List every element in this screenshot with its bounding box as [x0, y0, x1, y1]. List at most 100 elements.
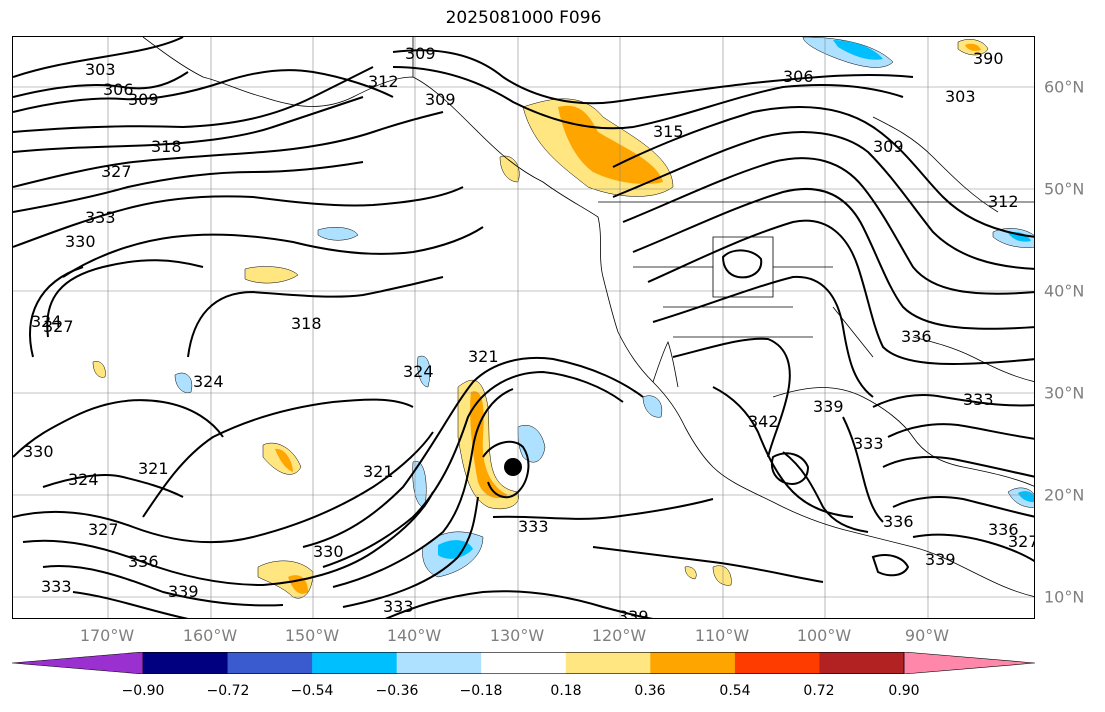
contour-label: 333 [963, 390, 994, 409]
yellow-anomaly-hawaii [92, 361, 106, 378]
colorbar-tick-label: −0.54 [290, 683, 334, 699]
contour-label: 321 [138, 459, 169, 478]
lon-tick-label: 150°W [284, 626, 340, 645]
colorbar-segment [481, 652, 567, 674]
contour-label: 324 [193, 372, 224, 391]
contour-label: 390 [973, 49, 1004, 68]
colorbar-segment [565, 652, 651, 674]
contour-label: 318 [151, 137, 182, 156]
contour-label: 327 [88, 520, 119, 539]
map-panel[interactable]: 309 303 306 309 312 309 306 303 390 315 … [12, 36, 1035, 619]
colorbar-extend-min [12, 652, 144, 674]
colorbar-segments [12, 652, 1035, 674]
colorbar-tick-label: −0.72 [206, 683, 250, 699]
contour-label: 336 [883, 512, 914, 531]
contour-label: 330 [23, 442, 54, 461]
blue-anomaly-baja [642, 395, 663, 418]
contour-label: 330 [313, 542, 344, 561]
lon-tick-label: 130°W [489, 626, 545, 645]
colorbar-tick-label: 0.18 [550, 683, 582, 699]
yellow-anomaly-west [244, 266, 299, 284]
blue-anomaly-pacific [317, 227, 359, 241]
colorbar-segment [650, 652, 736, 674]
contour-label: 333 [383, 597, 414, 616]
colorbar-segment [819, 652, 905, 674]
colorbar-tick-label: 0.72 [803, 683, 835, 699]
blue-anomaly-south-core [438, 540, 473, 559]
colorbar-segment [312, 652, 398, 674]
lon-tick-label: 90°W [904, 626, 950, 645]
colorbar-extend-max [903, 652, 1035, 674]
colorbar-segment [143, 652, 229, 674]
map-svg: 309 303 306 309 312 309 306 303 390 315 … [13, 37, 1035, 619]
blue-anomaly-west [174, 372, 193, 393]
contour-label: 309 [128, 90, 159, 109]
contour-label: 327 [43, 317, 74, 336]
contour-label: 330 [65, 232, 96, 251]
contour-label: 306 [783, 67, 814, 86]
storm-center-marker[interactable] [504, 458, 522, 476]
lon-tick-label: 120°W [591, 626, 647, 645]
contour-label: 312 [988, 192, 1019, 211]
contour-label: 333 [853, 434, 884, 453]
colorbar-segment [227, 652, 313, 674]
contour-label: 336 [128, 552, 159, 571]
yellow-anomaly-small1 [499, 155, 520, 183]
contour-label: 327 [101, 162, 132, 181]
orange-anomaly-mid [275, 448, 293, 472]
lat-tick-label: 20°N [1044, 485, 1085, 505]
contour-label: 309 [425, 90, 456, 109]
lon-tick-label: 160°W [182, 626, 238, 645]
contour-label: 309 [405, 44, 436, 63]
shading-layer [92, 37, 1034, 599]
contour-label: 309 [873, 137, 904, 156]
colorbar-tick-label: −0.18 [459, 683, 503, 699]
blue-anomaly-mid2 [417, 355, 431, 388]
contour-label: 336 [901, 327, 932, 346]
contour-lines [13, 37, 1034, 618]
yellow-anomaly-east2 [684, 566, 697, 580]
contour-label: 327 [1008, 532, 1035, 551]
contour-label: 324 [31, 312, 62, 331]
lat-tick-label: 60°N [1044, 77, 1085, 97]
lat-tick-label: 40°N [1044, 281, 1085, 301]
lat-tick-label: 30°N [1044, 383, 1085, 403]
contour-label: 321 [468, 347, 499, 366]
contour-label: 333 [518, 517, 549, 536]
contour-label: 315 [653, 122, 684, 141]
contour-label: 324 [403, 362, 434, 381]
lon-tick-label: 100°W [796, 626, 852, 645]
contour-label: 303 [945, 87, 976, 106]
lat-tick-label: 10°N [1044, 587, 1085, 607]
contour-label: 324 [68, 470, 99, 489]
lon-tick-label: 140°W [386, 626, 442, 645]
contour-label: 339 [618, 607, 649, 619]
colorbar-segment [396, 652, 482, 674]
colorbar-tick-label: −0.36 [375, 683, 419, 699]
contour-label: 303 [85, 60, 116, 79]
colorbar-tick-label: 0.54 [719, 683, 751, 699]
contour-label: 312 [368, 72, 399, 91]
blue-anomaly-ne-core [1008, 231, 1031, 242]
contour-label-layer: 309 303 306 309 312 309 306 303 390 315 … [23, 44, 1035, 619]
contour-label: 339 [168, 582, 199, 601]
contour-label: 342 [748, 412, 779, 431]
map-title: 2025081000 F096 [445, 8, 602, 28]
contour-label: 333 [41, 577, 72, 596]
contour-label: 306 [103, 80, 134, 99]
yellow-anomaly-east1 [712, 565, 732, 586]
blue-anomaly-north-core [833, 40, 883, 60]
lat-tick-label: 50°N [1044, 179, 1085, 199]
contour-label: 318 [291, 314, 322, 333]
blue-anomaly-storm [517, 424, 546, 463]
blue-anomaly-mid [412, 461, 427, 508]
contour-label: 333 [85, 208, 116, 227]
colorbar-tick-label: 0.36 [634, 683, 666, 699]
contour-label: 339 [925, 550, 956, 569]
colorbar [12, 652, 1035, 674]
lon-tick-label: 170°W [79, 626, 135, 645]
contour-label: 339 [813, 397, 844, 416]
colorbar-tick-label: −0.90 [121, 683, 165, 699]
blue-anomaly-gulf-core [1018, 491, 1034, 503]
colorbar-tick-label: 0.90 [888, 683, 920, 699]
